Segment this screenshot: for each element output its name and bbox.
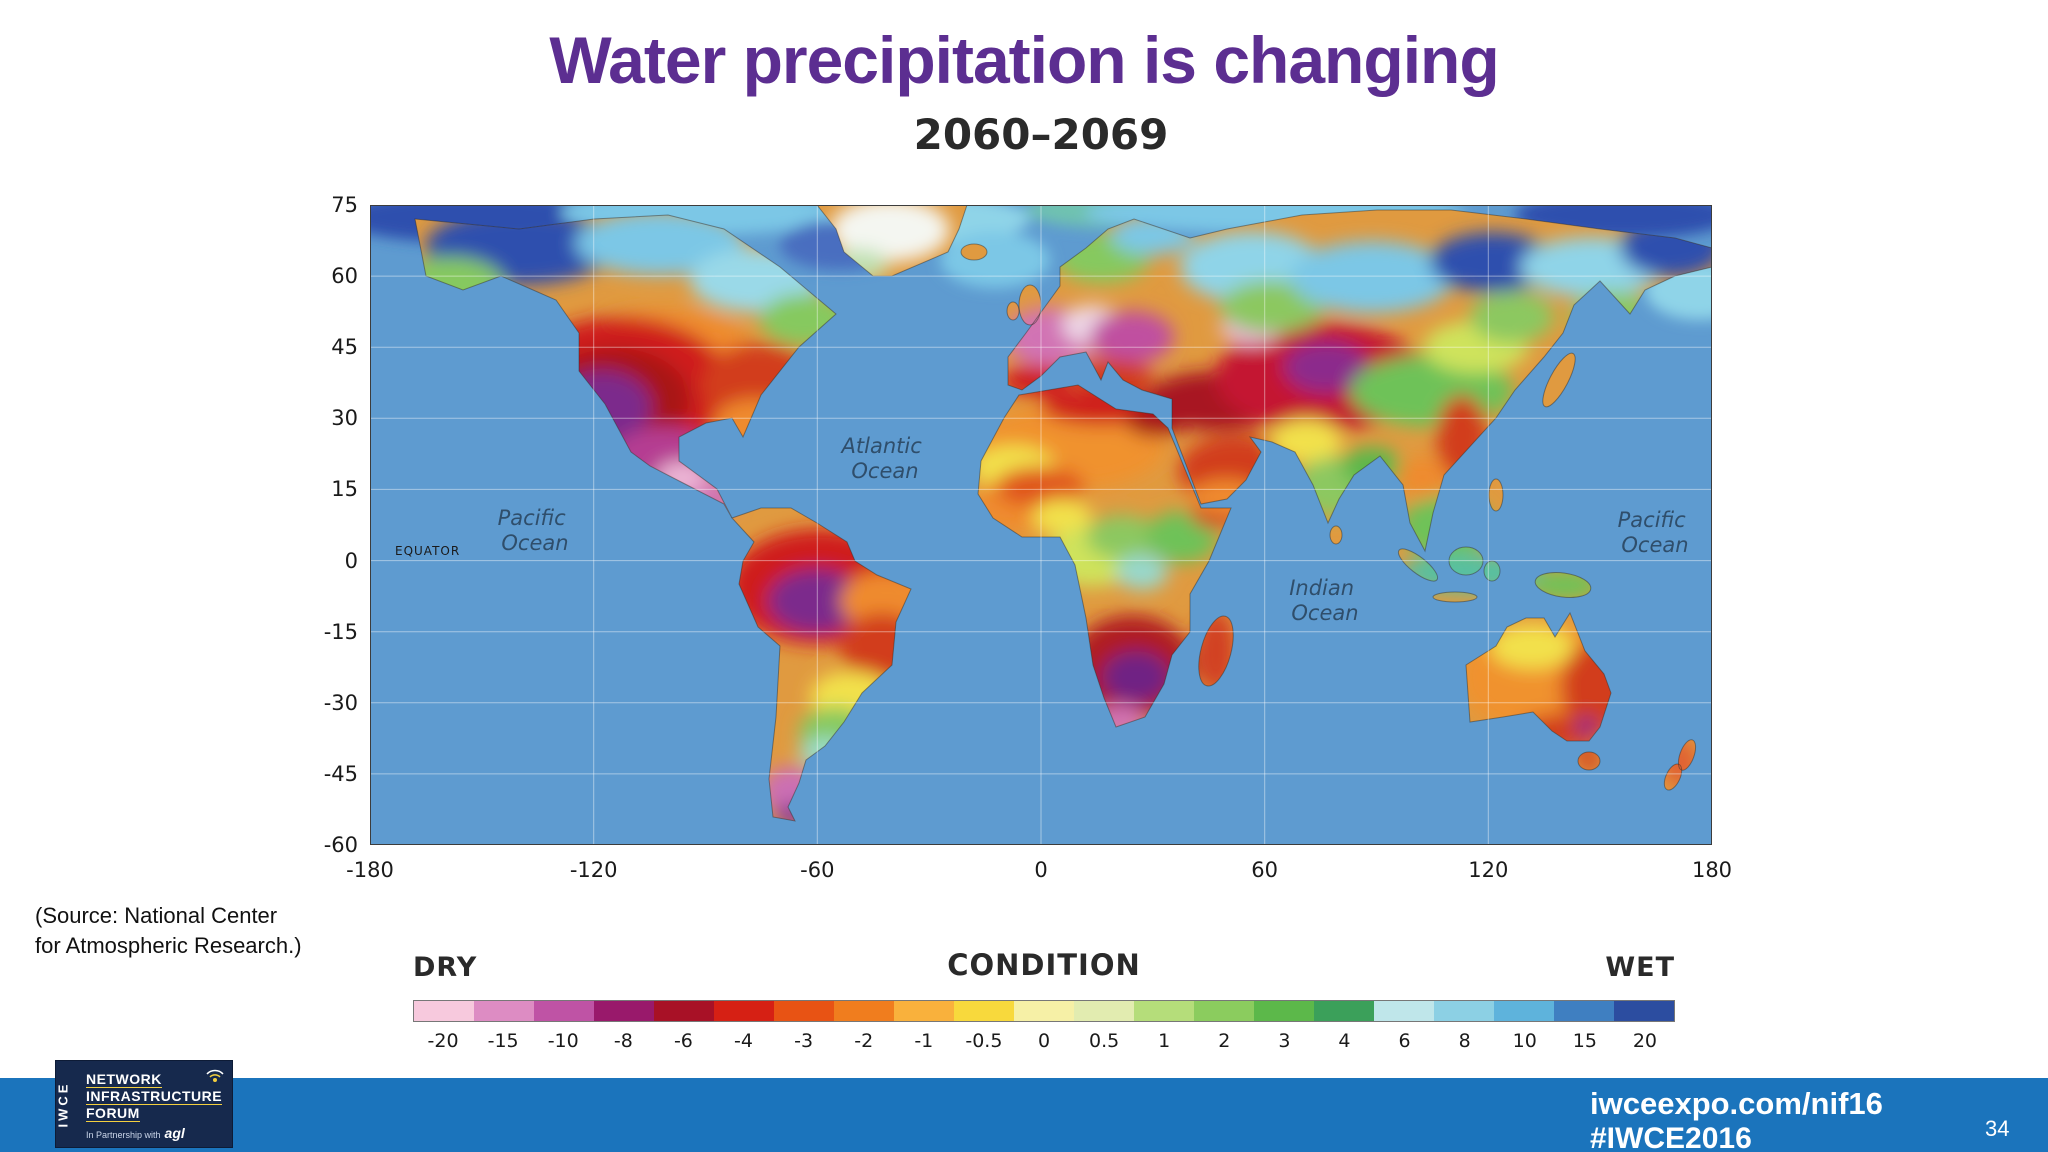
colorbar-tick-label: -1 [914,1030,934,1052]
lat-tick-label: 45 [331,335,358,360]
colorbar-segment [1614,1001,1674,1021]
colorbar-segment [1194,1001,1254,1021]
colorbar-segment [654,1001,714,1021]
colorbar-segment [894,1001,954,1021]
iwce-nif-logo: IWCE NETWORK INFRASTRUCTURE FORUM In Par… [55,1060,233,1148]
colorbar-segment [534,1001,594,1021]
map-title: 2060–2069 [913,110,1169,159]
colorbar-tick-label: -3 [794,1030,814,1052]
lat-tick-label: 60 [331,264,358,289]
lon-tick-label: 180 [1691,858,1733,882]
radio-wave-icon [206,1069,224,1082]
colorbar-segment [834,1001,894,1021]
colorbar-segment [774,1001,834,1021]
grid-lines [370,205,1712,845]
colorbar [413,1000,1675,1022]
colorbar-tick-label: 15 [1572,1030,1597,1052]
footer-hashtag: #IWCE2016 [1590,1122,1752,1152]
colorbar-segment [1554,1001,1614,1021]
colorbar-tick-label: 1 [1158,1030,1171,1052]
colorbar-segment [714,1001,774,1021]
legend-condition-label: CONDITION [947,948,1141,982]
lon-tick-label: -180 [346,858,394,882]
colorbar-segment [1074,1001,1134,1021]
ocean-label-atlantic: Atlantic Ocean [840,434,929,483]
colorbar-tick-label: 8 [1458,1030,1471,1052]
lat-tick-label: 15 [331,477,358,502]
lon-tick-label: -120 [569,858,618,882]
lon-tick-label: 120 [1468,858,1509,882]
source-text-line1: (Source: National Center [35,903,278,928]
colorbar-segment [1434,1001,1494,1021]
lat-tick-label: 0 [344,548,358,573]
legend-dry-label: DRY [413,952,478,983]
colorbar-segment [1254,1001,1314,1021]
colorbar-tick-label: 0.5 [1088,1030,1120,1052]
colorbar-segment [474,1001,534,1021]
legend-wet-label: WET [1605,952,1675,983]
colorbar-tick-label: -8 [613,1030,633,1052]
lat-tick-label: 75 [331,193,358,217]
colorbar-tick-label: -2 [854,1030,874,1052]
lat-tick-label: -60 [323,832,358,857]
colorbar-segment [954,1001,1014,1021]
colorbar-tick-label: 3 [1278,1030,1291,1052]
map-frame [370,205,1712,845]
colorbar-tick-label: -0.5 [965,1030,1003,1052]
colorbar-tick-label: -10 [547,1030,579,1052]
colorbar-tick-label: -20 [427,1030,459,1052]
lon-tick-label: 0 [1034,858,1048,882]
colorbar-segment [594,1001,654,1021]
logo-partner-name: agl [164,1125,185,1141]
lat-tick-label: -45 [323,761,358,786]
logo-line-network: NETWORK [86,1071,162,1088]
logo-line-forum: FORUM [86,1105,140,1122]
ocean-label-pacific-east: Pacific Ocean [1618,508,1693,557]
colorbar-tick-label: 2 [1218,1030,1231,1052]
equator-label: EQUATOR [395,544,460,558]
colorbar-tick-label: -15 [487,1030,519,1052]
lat-tick-label: -15 [323,619,358,644]
source-text-line2: for Atmospheric Research.) [35,933,302,958]
colorbar-segment [1014,1001,1074,1021]
colorbar-tick-label: 10 [1512,1030,1537,1052]
logo-brand: IWCE [55,1081,71,1128]
ocean-label-indian: Indian Ocean [1289,576,1361,625]
colorbar-segment [1134,1001,1194,1021]
page-number: 34 [1985,1116,2010,1141]
colorbar-segment [414,1001,474,1021]
lat-tick-label: -30 [323,690,358,715]
colorbar-tick-label: 4 [1338,1030,1351,1052]
lat-tick-label: 30 [331,406,358,431]
ocean-label-pacific-west: Pacific Ocean [498,506,573,555]
lon-tick-label: -60 [800,858,835,882]
logo-line-infrastructure: INFRASTRUCTURE [86,1088,223,1105]
colorbar-tick-label: -6 [673,1030,693,1052]
page-title: Water precipitation is changing [549,23,1499,97]
lon-tick-label: 60 [1251,858,1279,882]
colorbar-segment [1374,1001,1434,1021]
colorbar-segment [1314,1001,1374,1021]
colorbar-tick-label: 6 [1398,1030,1411,1052]
colorbar-tick-label: 20 [1632,1030,1658,1052]
world-precipitation-map: EQUATOR Pacific Ocean Atlantic Ocean Ind… [370,205,1712,845]
footer-bar [0,1078,2048,1152]
logo-partnership-text: In Partnership with [86,1130,161,1140]
footer-url[interactable]: iwceexpo.com/nif16 [1590,1086,1883,1121]
colorbar-segment [1494,1001,1554,1021]
colorbar-tick-label: -4 [734,1030,753,1052]
colorbar-tick-label: 0 [1037,1030,1051,1052]
